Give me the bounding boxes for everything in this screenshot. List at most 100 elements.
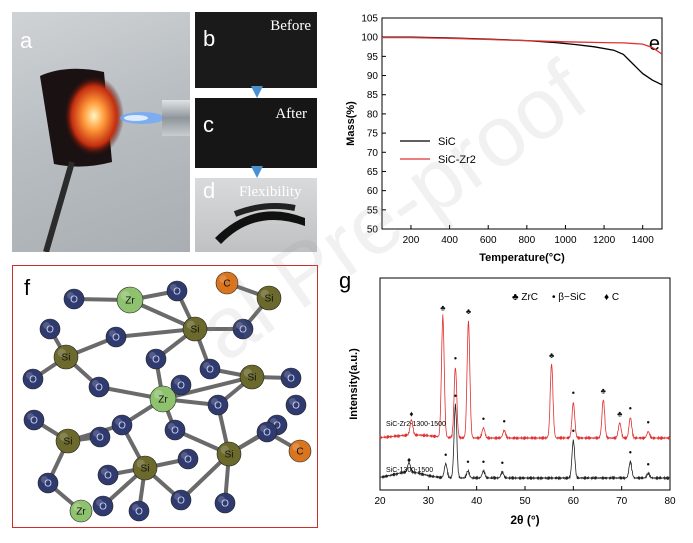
atom-sphere — [288, 439, 312, 463]
atom-label: Si — [141, 464, 150, 475]
atom-highlight — [59, 432, 68, 441]
atom-sphere — [53, 344, 79, 370]
x-tick-label: 200 — [403, 235, 420, 246]
atom-zr: Zr — [116, 286, 144, 314]
atom-label: O — [135, 507, 143, 518]
y-tick-label: 50 — [367, 225, 379, 236]
atom-sphere — [69, 499, 93, 523]
atom-highlight — [43, 322, 50, 329]
x-tick-label: 1200 — [593, 235, 616, 246]
x-axis-label: 2θ (°) — [510, 513, 539, 527]
atom-highlight — [218, 496, 225, 503]
panel-label-g: g — [339, 268, 351, 293]
y-tick-label: 75 — [367, 129, 379, 140]
atom-highlight — [203, 362, 210, 369]
atom-o: O — [63, 288, 85, 310]
atom-label: O — [221, 499, 229, 510]
atom-sphere — [63, 288, 85, 310]
peak-marker: • — [482, 457, 485, 467]
atom-label: O — [292, 401, 300, 412]
atom-label: O — [273, 421, 281, 432]
atom-sphere — [182, 316, 208, 342]
atom-highlight — [186, 320, 195, 329]
atom-si: Si — [132, 455, 158, 481]
atom-highlight — [260, 289, 269, 298]
atom-label: Zr — [76, 507, 86, 518]
atom-o: O — [88, 376, 110, 398]
atom-label: O — [206, 365, 214, 376]
xrd-pattern-SiC-Zr2-1300-1500 — [379, 314, 671, 441]
y-tick-label: 70 — [367, 148, 379, 159]
atom-sphere — [232, 318, 254, 340]
photo-flame-test: a — [12, 12, 190, 252]
atom-highlight — [170, 284, 177, 291]
x-tick-label: 60 — [568, 496, 580, 507]
atom-label: O — [95, 383, 103, 394]
atom-o: O — [145, 348, 167, 370]
atom-o: O — [256, 421, 278, 443]
atom-highlight — [220, 445, 229, 454]
x-tick-label: 1400 — [632, 235, 655, 246]
peak-marker: • — [572, 388, 575, 398]
atom-label: Zr — [158, 395, 168, 406]
y-tick-label: 65 — [367, 167, 379, 178]
atom-o: O — [164, 419, 186, 441]
atom-si: Si — [55, 428, 81, 454]
atom-sphere — [89, 426, 111, 448]
atom-highlight — [115, 418, 122, 425]
atom-highlight — [26, 372, 33, 379]
panel-label-e: e — [649, 33, 660, 55]
peak-marker: ♦ — [407, 456, 411, 465]
peak-marker: • — [629, 404, 632, 414]
photo-after: c After — [195, 98, 317, 168]
x-tick-label: 30 — [423, 496, 435, 507]
peak-marker: ♣ — [440, 303, 446, 312]
atom-label: O — [263, 428, 271, 439]
y-axis-label: Intensity(a.u.) — [348, 348, 360, 420]
atom-sphere — [23, 409, 45, 431]
atom-o: O — [280, 367, 302, 389]
atom-highlight — [67, 292, 74, 299]
atom-o: O — [111, 414, 133, 436]
atom-label: O — [99, 502, 107, 513]
atom-label: O — [44, 479, 52, 490]
atom-label: C — [223, 279, 230, 290]
atom-o: O — [199, 358, 221, 380]
caption-after: After — [275, 106, 307, 122]
atom-o: O — [128, 500, 150, 522]
atom-highlight — [136, 459, 145, 468]
peak-marker: • — [454, 354, 457, 364]
atom-sphere — [145, 348, 167, 370]
legend-entry: ♦ C — [604, 292, 619, 303]
atom-highlight — [219, 275, 227, 283]
atom-zr: Zr — [149, 385, 177, 413]
atom-sphere — [111, 414, 133, 436]
atom-o: O — [97, 464, 119, 486]
atom-o: O — [177, 448, 199, 470]
atom-o: O — [105, 326, 127, 348]
y-tick-label: 80 — [367, 109, 379, 120]
photo-flexibility: d Flexibility — [195, 178, 317, 252]
atom-si: Si — [53, 344, 79, 370]
atom-o: O — [285, 394, 307, 416]
series-line-SiC-Zr2 — [382, 36, 663, 55]
atom-o: O — [23, 409, 45, 431]
legend-entry: • β−SiC — [552, 292, 586, 303]
atom-highlight — [284, 371, 291, 378]
atom-label: O — [118, 421, 126, 432]
peak-marker: • — [466, 457, 469, 467]
x-axis-label: Temperature(°C) — [479, 252, 565, 264]
atom-sphere — [215, 271, 239, 295]
y-tick-label: 105 — [361, 14, 378, 25]
atom-sphere — [128, 500, 150, 522]
atom-label: O — [239, 325, 247, 336]
tga-chart: e 200 400 600 800 1000 1200 1400 50 55 60 65 70 75 80 8… — [345, 14, 663, 264]
atom-sphere — [207, 394, 229, 416]
atom-o: O — [214, 492, 236, 514]
atom-sphere — [97, 464, 119, 486]
atom-o: O — [39, 318, 61, 340]
atom-sphere — [105, 326, 127, 348]
atom-sphere — [214, 492, 236, 514]
atom-o: O — [232, 318, 254, 340]
